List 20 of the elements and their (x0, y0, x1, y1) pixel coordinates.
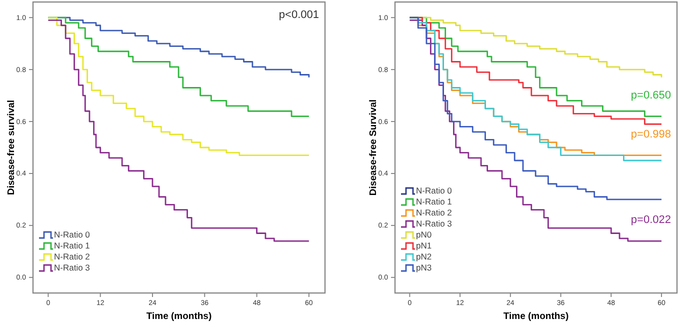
legend-label: N-Ratio 2 (54, 251, 90, 262)
legend-label: pN2 (416, 251, 432, 262)
legend-label: N-Ratio 0 (416, 185, 452, 196)
legend-label: N-Ratio 2 (416, 207, 452, 218)
legend-label: N-Ratio 3 (416, 218, 452, 228)
annotation: p=0.022 (630, 214, 671, 226)
x-axis-title: Time (months) (146, 311, 212, 322)
legend-label: N-Ratio 3 (54, 262, 90, 272)
annotation: p=0.650 (630, 89, 671, 102)
annotation: p=0.998 (630, 128, 671, 140)
annotation: p<0.001 (278, 9, 319, 21)
y-axis-title: Disease-free survival (6, 100, 17, 196)
legend-label: pN1 (416, 240, 432, 250)
y-axis-title: Disease-free Survival (368, 99, 379, 196)
x-axis-title: Time (months) (503, 311, 569, 322)
legend-label: N-Ratio 1 (416, 196, 452, 206)
legend-label: N-Ratio 0 (54, 229, 90, 240)
legend-label: pN0 (416, 229, 432, 240)
legend-label: N-Ratio 1 (54, 240, 90, 250)
legend-label: pN3 (416, 262, 432, 272)
